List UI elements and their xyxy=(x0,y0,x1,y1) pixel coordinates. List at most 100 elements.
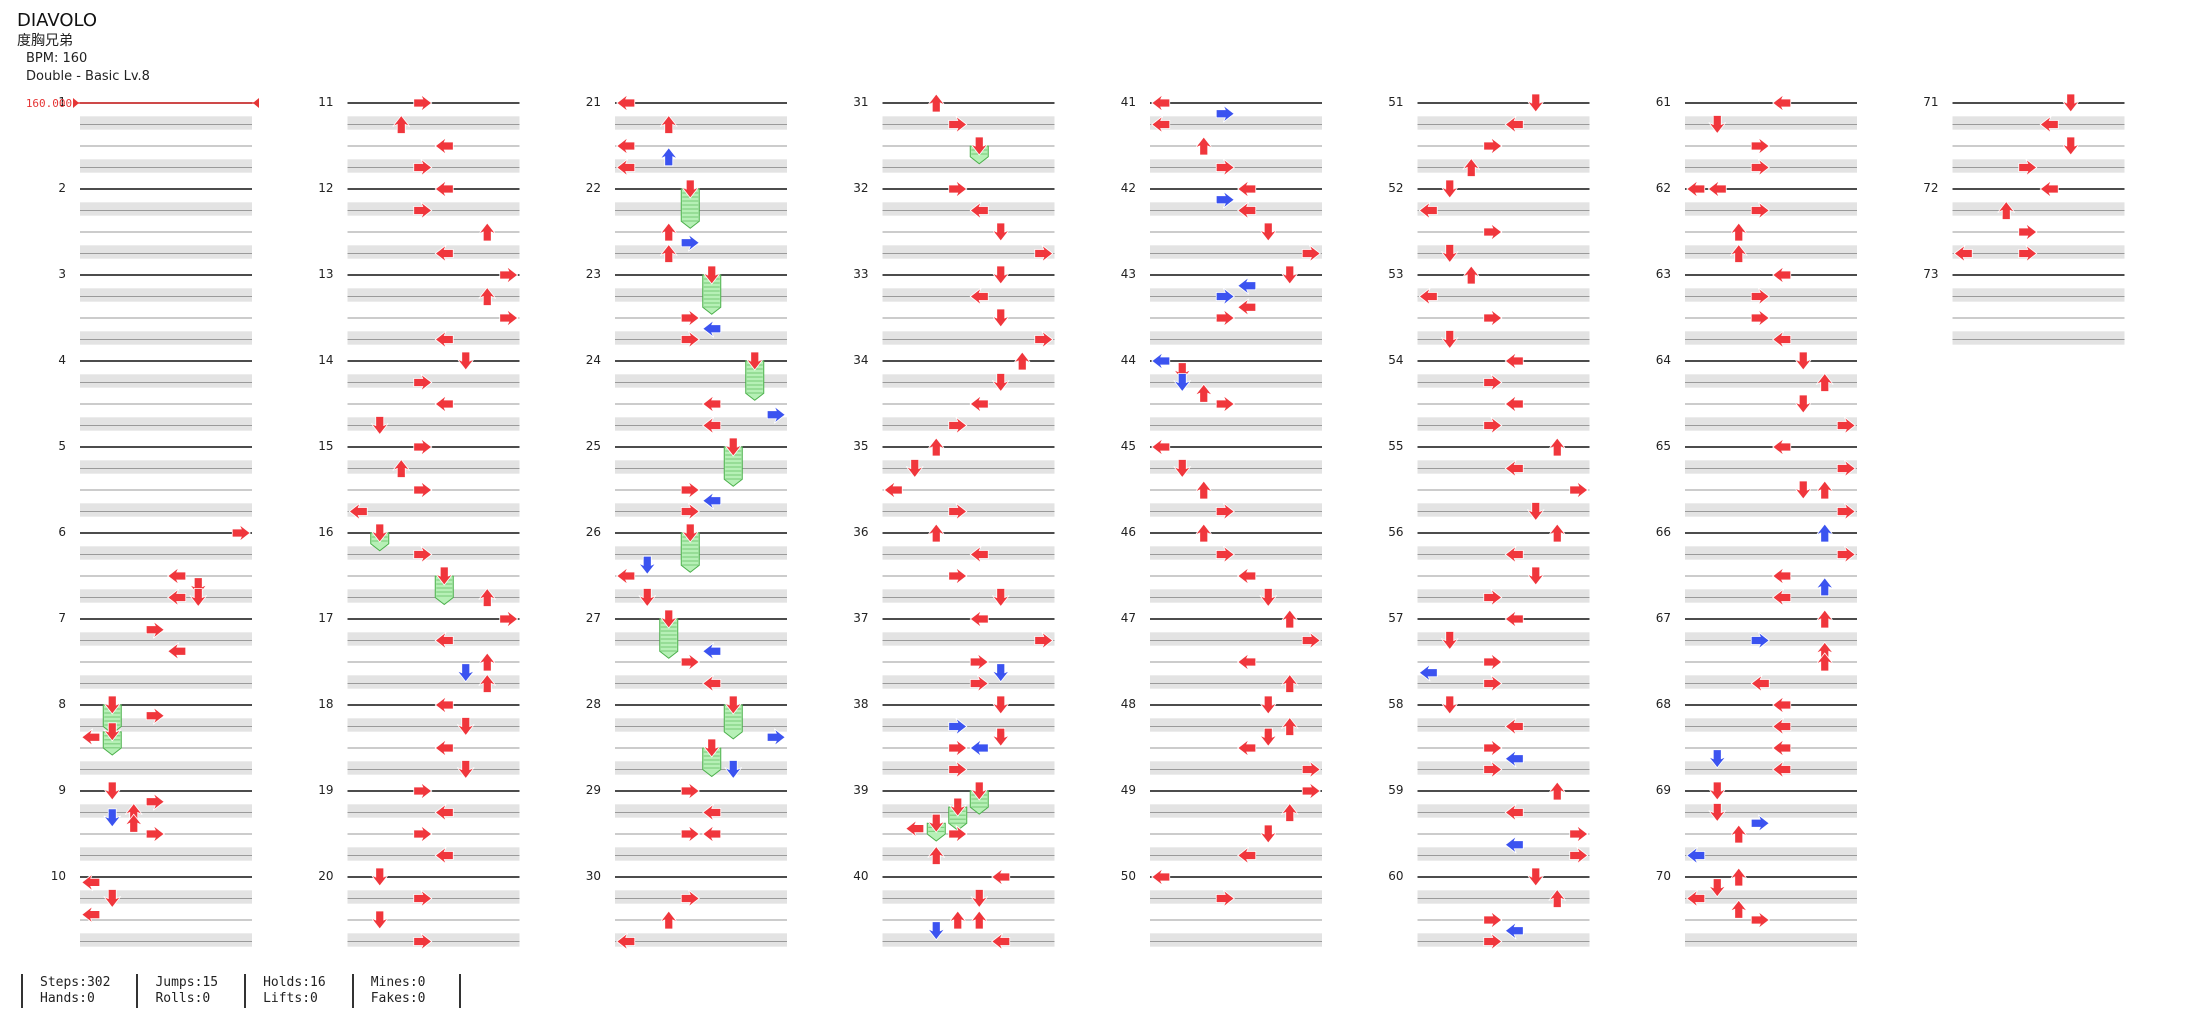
note-arrow xyxy=(392,114,411,134)
note-arrow xyxy=(1259,727,1278,747)
stat-fakes: Fakes:0 xyxy=(370,991,426,1006)
note-arrow xyxy=(1215,395,1235,413)
beat-band xyxy=(347,503,520,517)
beat-band xyxy=(347,546,520,560)
measure-number: 3 xyxy=(58,267,66,281)
note-arrow xyxy=(1280,673,1299,693)
note-arrow xyxy=(434,180,454,198)
beat-band xyxy=(882,503,1055,517)
beat-band xyxy=(1952,288,2125,302)
note-arrow xyxy=(81,728,101,747)
measure-number: 20 xyxy=(318,869,333,883)
beat-band xyxy=(882,890,1055,904)
beat-band xyxy=(1417,890,1590,904)
note-arrow xyxy=(1772,588,1792,607)
beat-band xyxy=(80,933,252,947)
note-arrow xyxy=(1173,459,1192,479)
note-arrow xyxy=(1418,287,1438,306)
note-arrow xyxy=(1772,438,1792,456)
note-arrow xyxy=(991,695,1010,715)
note-arrow xyxy=(883,481,903,499)
note-arrow xyxy=(1237,298,1257,317)
beat-band xyxy=(80,202,252,216)
note-arrow xyxy=(413,825,433,843)
note-arrow xyxy=(456,663,475,683)
note-arrow xyxy=(1504,395,1524,413)
note-arrow xyxy=(1504,115,1524,134)
beat-band xyxy=(1685,202,1857,216)
measure-number: 7 xyxy=(58,611,66,625)
note-arrow xyxy=(434,696,454,714)
note-arrow xyxy=(145,825,165,843)
note-arrow xyxy=(1548,888,1567,908)
note-arrow xyxy=(1237,567,1257,585)
note-arrow xyxy=(969,545,989,564)
note-arrow xyxy=(948,825,968,843)
beat-band xyxy=(1417,675,1590,689)
beat-band xyxy=(347,245,520,259)
note-arrow xyxy=(948,797,967,817)
beat-band xyxy=(1685,288,1857,302)
note-arrow xyxy=(1750,201,1770,220)
beat-band xyxy=(80,417,252,431)
note-arrow xyxy=(478,587,497,607)
note-arrow xyxy=(1750,674,1770,693)
note-arrow xyxy=(1526,93,1545,113)
note-arrow xyxy=(1237,739,1257,757)
note-arrow xyxy=(1280,802,1299,822)
beat-band xyxy=(1150,288,1322,302)
note-arrow xyxy=(499,266,519,284)
note-arrow xyxy=(1729,824,1748,844)
note-arrow xyxy=(167,588,187,607)
note-arrow xyxy=(1418,663,1438,682)
note-arrow xyxy=(1997,200,2016,220)
note-arrow xyxy=(1772,696,1792,714)
note-arrow xyxy=(991,373,1010,393)
note-arrow xyxy=(1526,867,1545,887)
note-arrow xyxy=(1483,588,1503,607)
note-arrow xyxy=(1815,523,1834,543)
stat-hands: Hands:0 xyxy=(40,991,95,1006)
note-arrow xyxy=(1815,372,1834,392)
note-arrow xyxy=(1237,653,1257,671)
measure-number: 39 xyxy=(853,783,868,797)
note-arrow xyxy=(1750,911,1770,929)
beat-band xyxy=(80,546,252,560)
beat-band xyxy=(1150,331,1322,345)
measure-number: 8 xyxy=(58,697,66,711)
beat-band xyxy=(1952,116,2125,130)
measure-number: 1 xyxy=(58,95,66,109)
measure-number: 60 xyxy=(1388,869,1403,883)
beat-band xyxy=(615,460,787,474)
beat-band xyxy=(347,632,520,646)
bpm-tick-right xyxy=(253,98,259,108)
note-arrow xyxy=(681,523,700,543)
measure-number: 23 xyxy=(586,267,601,281)
beat-band xyxy=(1685,847,1857,861)
beat-band xyxy=(80,804,252,818)
note-arrow xyxy=(702,642,722,661)
beat-band xyxy=(615,718,787,732)
beat-band xyxy=(882,718,1055,732)
note-arrow xyxy=(124,813,143,833)
note-arrow xyxy=(103,808,122,828)
beat-band xyxy=(1150,374,1322,388)
beat-band xyxy=(80,503,252,517)
beat-band xyxy=(80,632,252,646)
note-arrow xyxy=(1215,104,1235,123)
measure-number: 50 xyxy=(1121,869,1136,883)
bpm-tick-left xyxy=(73,98,79,108)
beat-band xyxy=(1417,933,1590,947)
beat-band xyxy=(1417,116,1590,130)
note-arrow xyxy=(1708,749,1727,769)
note-arrow xyxy=(905,459,924,479)
beat-band xyxy=(1685,546,1857,560)
note-arrow xyxy=(659,243,678,263)
measure-number: 64 xyxy=(1656,353,1671,367)
note-arrow xyxy=(1772,567,1792,585)
song-title: DIAVOLO xyxy=(17,10,98,31)
measure-number: 44 xyxy=(1121,353,1136,367)
beat-band xyxy=(1150,632,1322,646)
beat-band xyxy=(1952,245,2125,259)
note-arrow xyxy=(413,158,433,177)
